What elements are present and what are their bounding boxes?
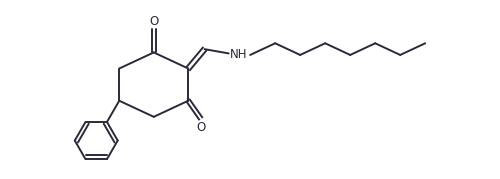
Text: NH: NH — [230, 49, 247, 61]
Text: O: O — [196, 121, 206, 134]
Text: O: O — [149, 14, 158, 28]
